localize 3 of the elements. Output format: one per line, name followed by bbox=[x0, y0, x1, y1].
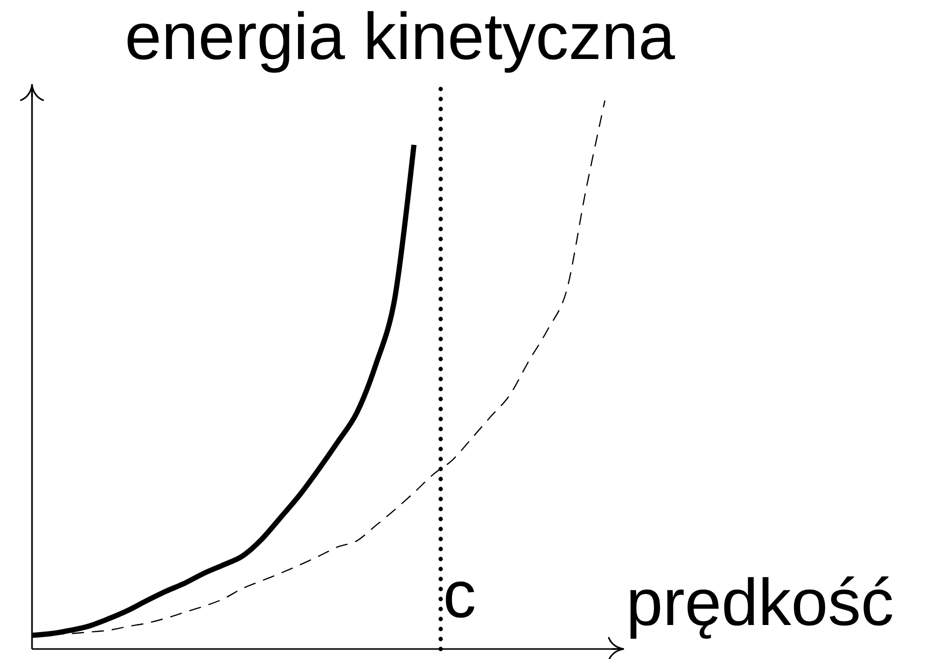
x-axis-title: prędkość bbox=[630, 576, 892, 639]
chart-title: energia kinetyczna bbox=[128, 11, 676, 73]
annotation: c bbox=[446, 582, 474, 618]
